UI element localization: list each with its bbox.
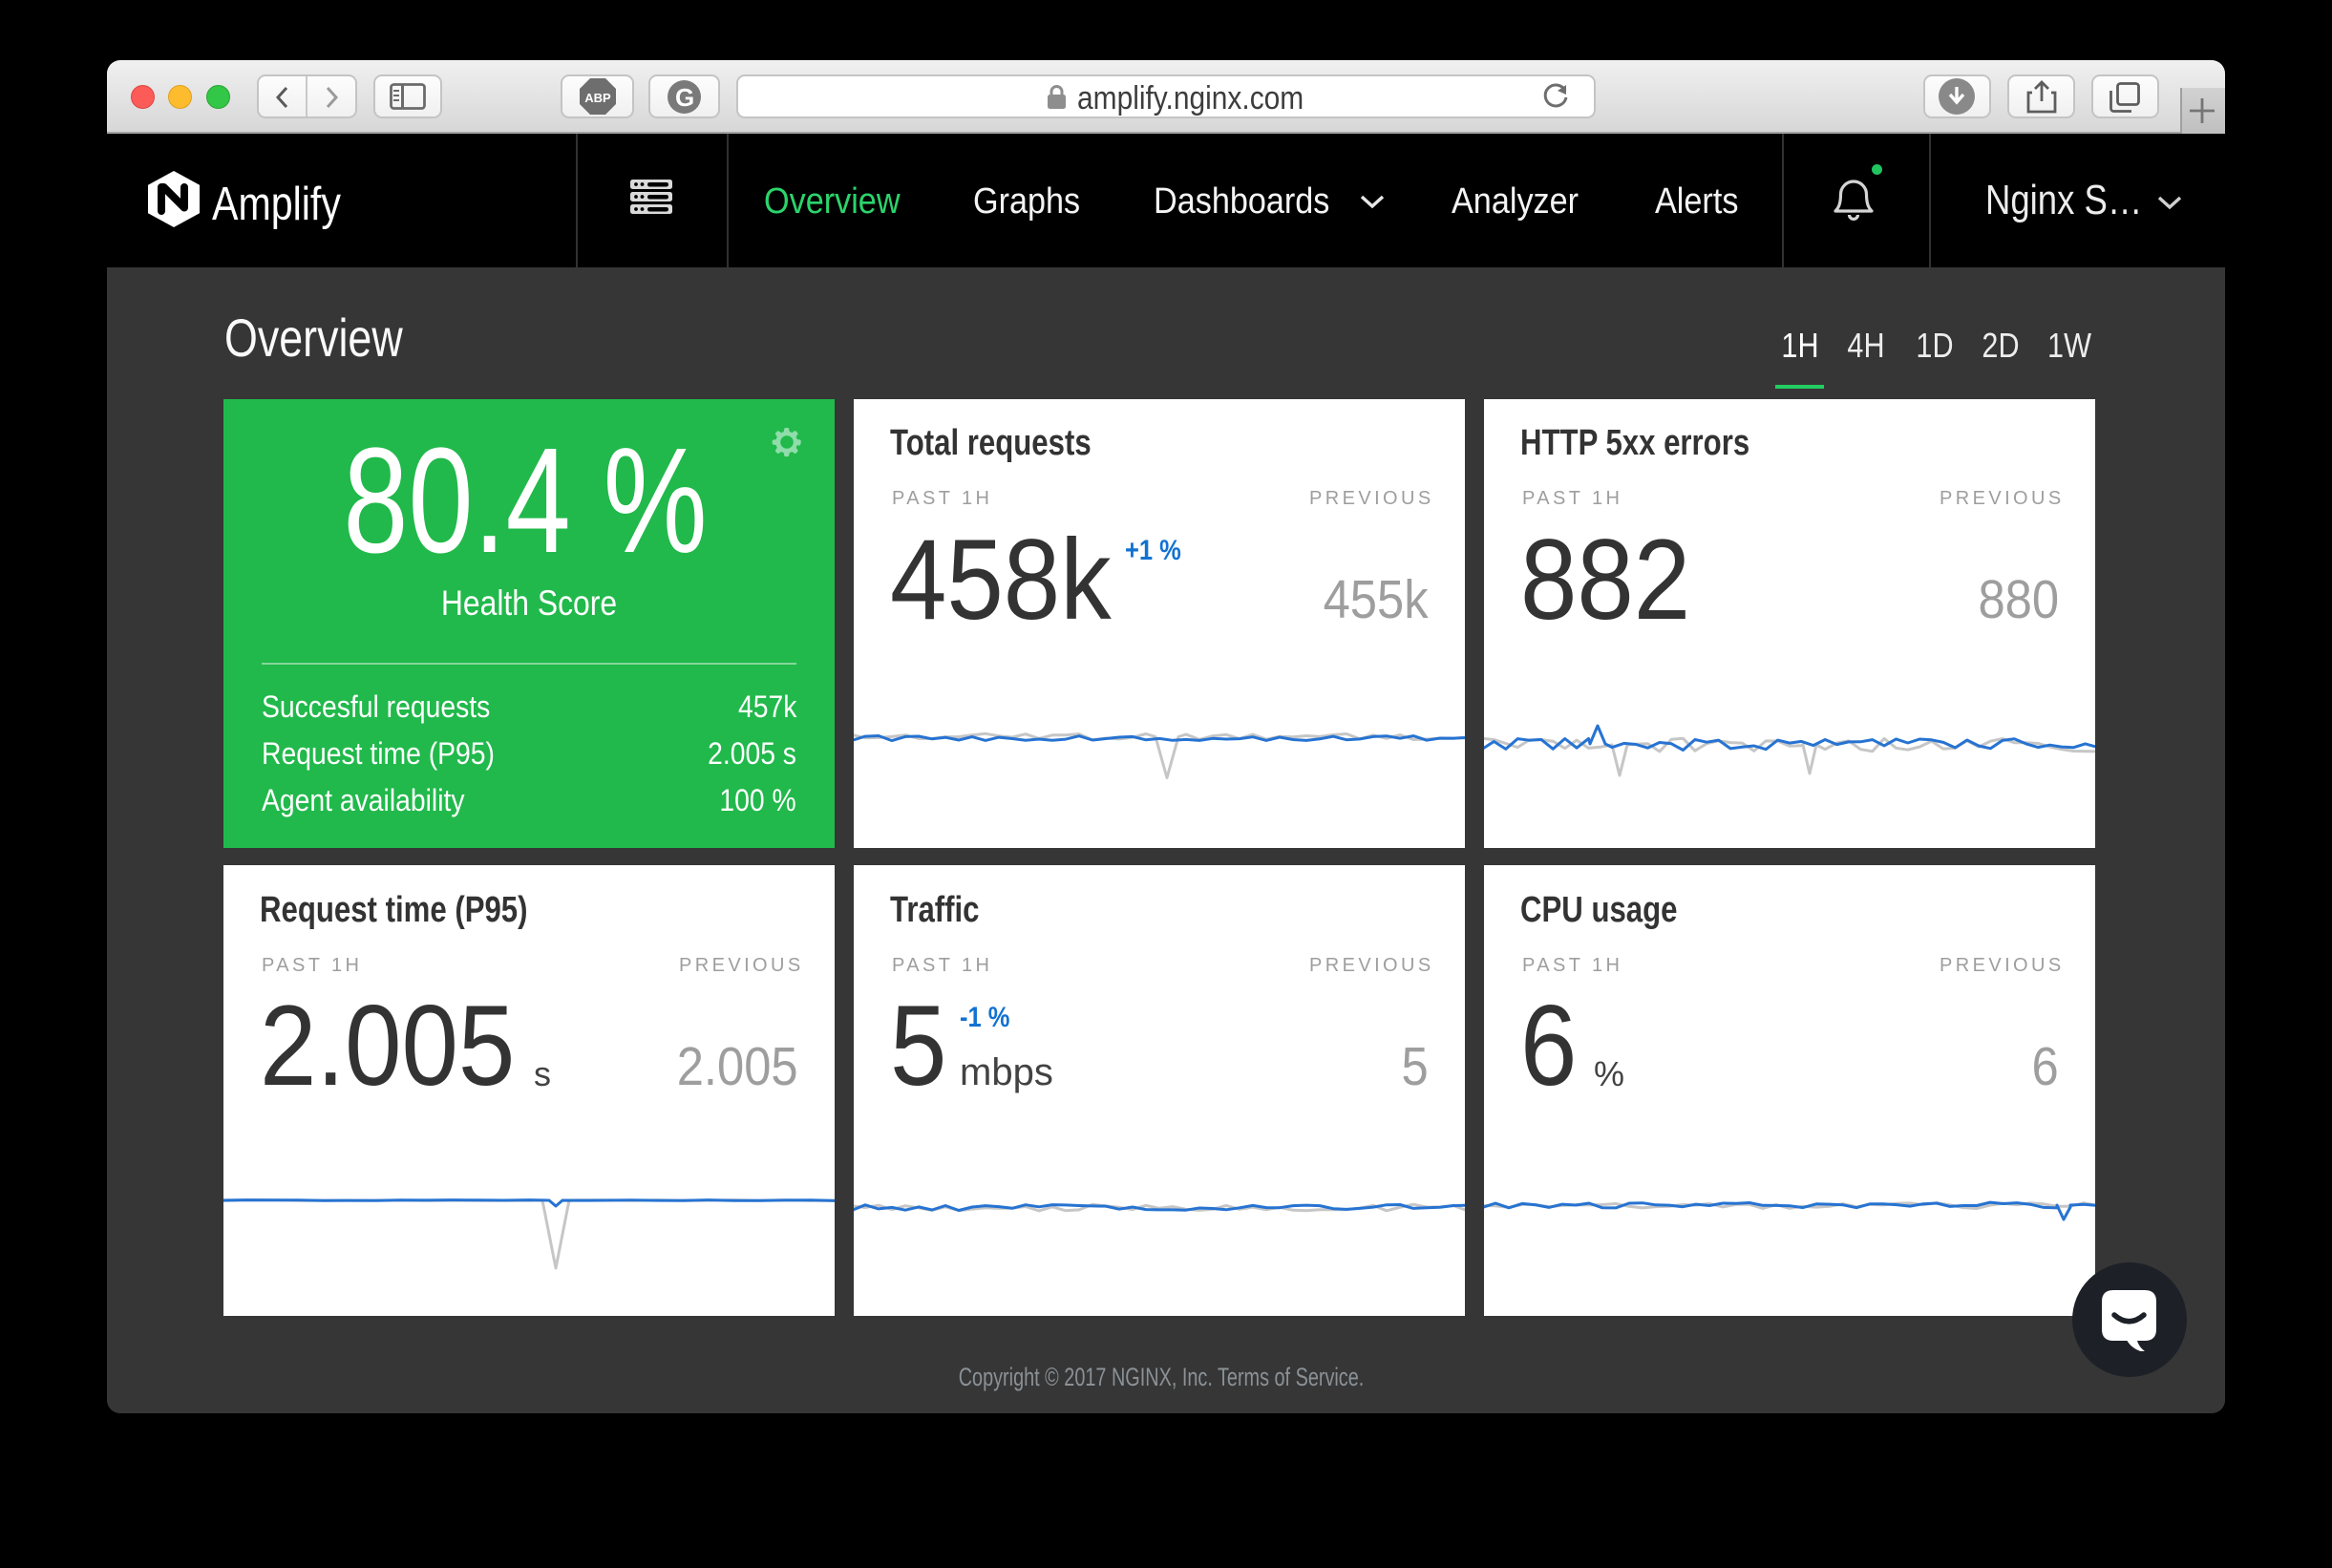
svg-text:ABP: ABP — [584, 91, 611, 105]
